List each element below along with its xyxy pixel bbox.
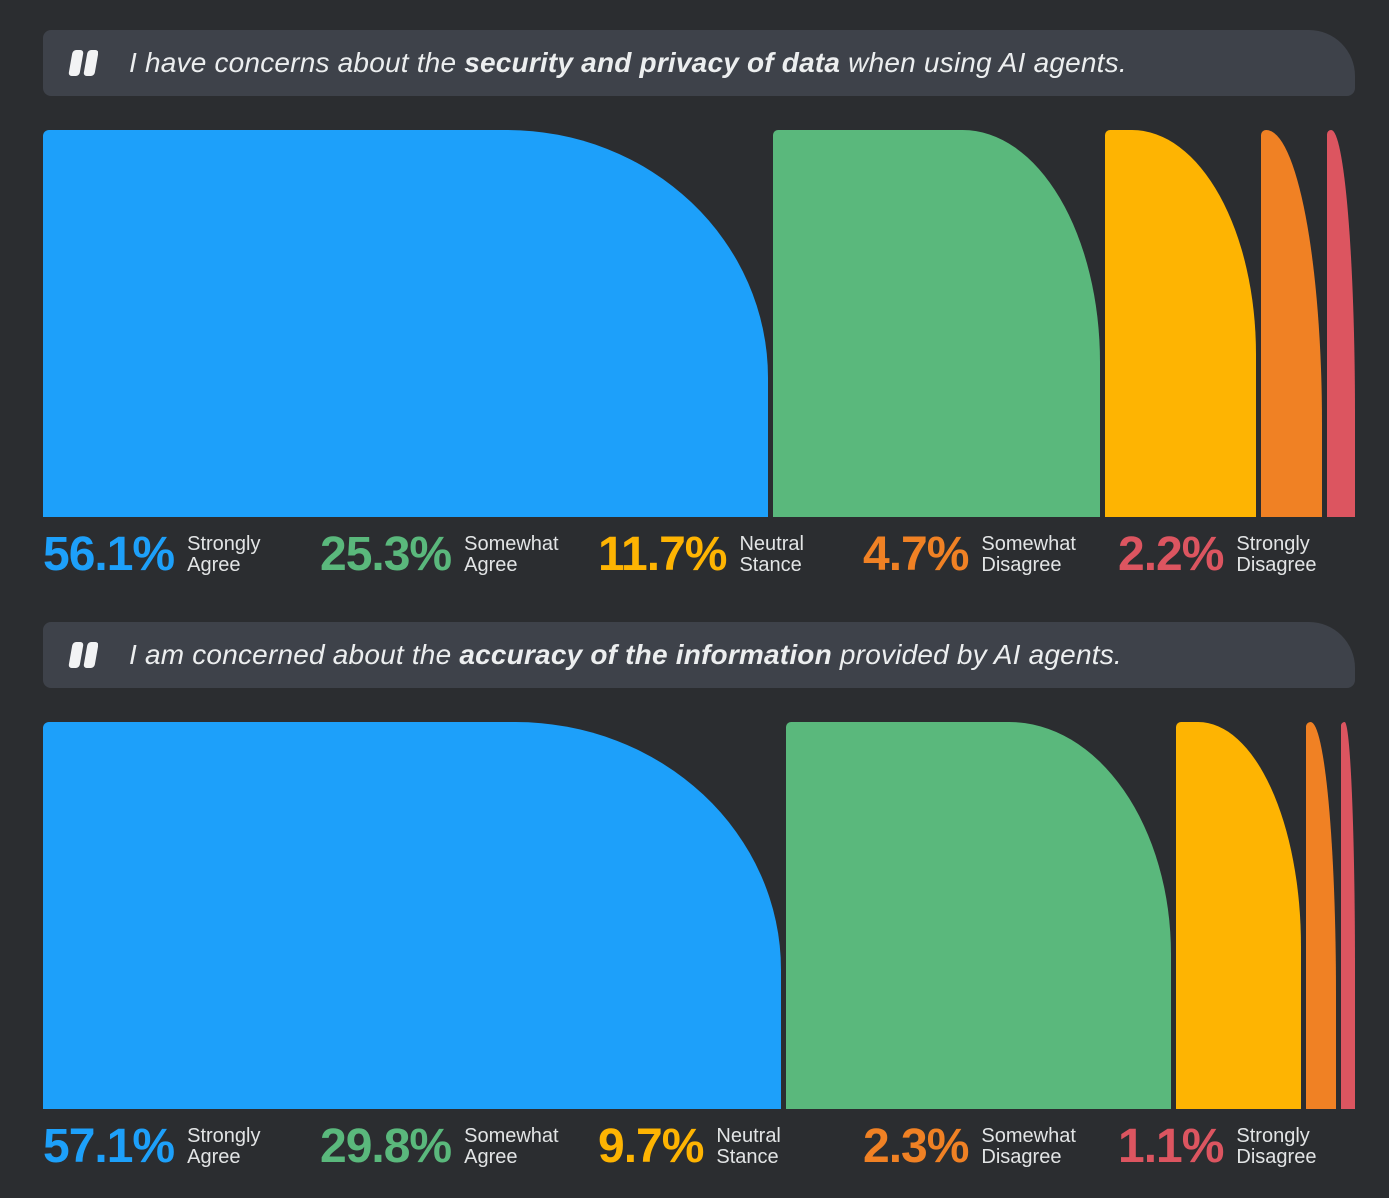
quote-text: I am concerned about the accuracy of the… [129, 639, 1122, 671]
stat-label: Somewhat Agree [464, 1124, 559, 1169]
stat-somewhat-agree: 29.8% Somewhat Agree [320, 1120, 598, 1173]
stat-label-line-1: Somewhat [981, 532, 1076, 555]
stat-label-line-1: Strongly [1236, 532, 1310, 555]
quote-suffix: provided by AI agents. [831, 639, 1122, 670]
stat-value: 2.2% [1118, 528, 1224, 581]
stat-somewhat-disagree: 2.3% Somewhat Disagree [863, 1120, 1118, 1173]
quote-prefix: I am concerned about the [129, 639, 460, 670]
bar-chart-accuracy [43, 722, 1356, 1109]
bar-chart-security [43, 130, 1355, 517]
stat-label-line-2: Stance [716, 1146, 779, 1169]
bar-strongly-disagree [1340, 722, 1356, 1109]
quote-text: I have concerns about the security and p… [129, 47, 1127, 79]
quote-suffix: when using AI agents. [840, 47, 1127, 78]
legend-row: 56.1% Strongly Agree 25.3% Somewhat Agre… [43, 517, 1355, 622]
bar-somewhat-disagree [1260, 130, 1322, 517]
survey-section-security: I have concerns about the security and p… [43, 30, 1355, 622]
stat-label-line-2: Stance [739, 554, 802, 577]
stat-label-line-2: Disagree [1236, 554, 1317, 577]
stat-somewhat-disagree: 4.7% Somewhat Disagree [863, 528, 1118, 581]
stat-label-line-1: Somewhat [464, 532, 559, 555]
stat-label-line-2: Disagree [981, 1146, 1062, 1169]
survey-section-accuracy: I am concerned about the accuracy of the… [43, 622, 1356, 1198]
bar-somewhat-agree [785, 722, 1171, 1109]
stat-neutral-stance: 9.7% Neutral Stance [598, 1120, 863, 1173]
stat-label: Strongly Agree [187, 1124, 261, 1169]
stat-label-line-2: Disagree [1236, 1146, 1317, 1169]
stat-label: Strongly Disagree [1236, 1124, 1317, 1169]
stat-value: 25.3% [320, 528, 452, 581]
stat-neutral-stance: 11.7% Neutral Stance [598, 528, 863, 581]
stat-somewhat-agree: 25.3% Somewhat Agree [320, 528, 598, 581]
stat-strongly-disagree: 1.1% Strongly Disagree [1118, 1120, 1355, 1173]
quote-prefix: I have concerns about the [129, 47, 465, 78]
quote-icon [68, 50, 98, 76]
stat-label: Somewhat Disagree [981, 532, 1076, 577]
stat-value: 11.7% [598, 528, 727, 581]
stat-label-line-2: Agree [187, 554, 241, 577]
quote-card: I have concerns about the security and p… [43, 30, 1355, 96]
stat-label: Somewhat Disagree [981, 1124, 1076, 1169]
stat-strongly-agree: 57.1% Strongly Agree [43, 1120, 320, 1173]
stat-value: 57.1% [43, 1120, 175, 1173]
stat-strongly-disagree: 2.2% Strongly Disagree [1118, 528, 1355, 581]
stat-value: 9.7% [598, 1120, 704, 1173]
stat-label-line-2: Agree [464, 1146, 518, 1169]
stat-label: Neutral Stance [739, 532, 804, 577]
quote-bold: accuracy of the information [459, 639, 832, 670]
bar-neutral-stance [1175, 722, 1302, 1109]
stat-strongly-agree: 56.1% Strongly Agree [43, 528, 320, 581]
stat-value: 4.7% [863, 528, 969, 581]
quote-icon [68, 642, 98, 668]
bar-somewhat-disagree [1306, 722, 1336, 1109]
bar-neutral-stance [1104, 130, 1256, 517]
stat-value: 1.1% [1118, 1120, 1224, 1173]
stat-label: Strongly Agree [187, 532, 261, 577]
bar-strongly-agree [43, 130, 768, 517]
stat-label: Strongly Disagree [1236, 532, 1317, 577]
stat-label-line-1: Somewhat [464, 1124, 559, 1147]
stat-value: 56.1% [43, 528, 175, 581]
stat-label-line-2: Agree [187, 1146, 241, 1169]
stat-label: Somewhat Agree [464, 532, 559, 577]
stat-label-line-1: Somewhat [981, 1124, 1076, 1147]
legend-row: 57.1% Strongly Agree 29.8% Somewhat Agre… [43, 1109, 1355, 1198]
bar-strongly-agree [43, 722, 781, 1109]
bar-somewhat-agree [772, 130, 1100, 517]
stat-value: 2.3% [863, 1120, 969, 1173]
bar-strongly-disagree [1326, 130, 1355, 517]
stat-label: Neutral Stance [716, 1124, 781, 1169]
stat-label-line-1: Neutral [716, 1124, 781, 1147]
quote-card: I am concerned about the accuracy of the… [43, 622, 1355, 688]
stat-label-line-2: Disagree [981, 554, 1062, 577]
quote-bold: security and privacy of data [464, 47, 841, 78]
stat-label-line-1: Strongly [187, 532, 261, 555]
stat-label-line-1: Strongly [187, 1124, 261, 1147]
stat-label-line-2: Agree [464, 554, 518, 577]
stat-label-line-1: Strongly [1236, 1124, 1310, 1147]
stat-label-line-1: Neutral [739, 532, 804, 555]
stat-value: 29.8% [320, 1120, 452, 1173]
